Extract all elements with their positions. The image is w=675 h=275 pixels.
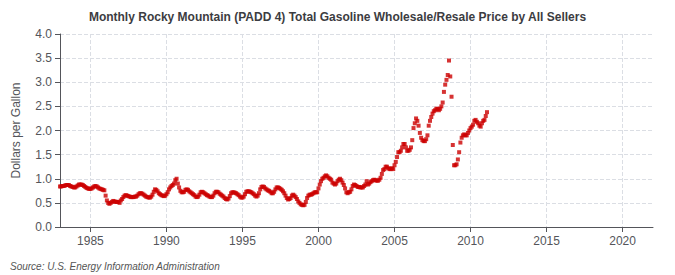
svg-text:2015: 2015 bbox=[533, 234, 560, 248]
svg-text:1990: 1990 bbox=[153, 234, 180, 248]
svg-text:Source: U.S. Energy Informatio: Source: U.S. Energy Information Administ… bbox=[10, 261, 220, 272]
svg-text:4.0: 4.0 bbox=[35, 27, 52, 41]
svg-text:3.0: 3.0 bbox=[35, 75, 52, 89]
svg-text:2000: 2000 bbox=[305, 234, 332, 248]
svg-text:0.0: 0.0 bbox=[35, 220, 52, 234]
svg-text:1985: 1985 bbox=[77, 234, 104, 248]
svg-text:1.0: 1.0 bbox=[35, 172, 52, 186]
svg-text:1.5: 1.5 bbox=[35, 148, 52, 162]
svg-text:2020: 2020 bbox=[609, 234, 636, 248]
svg-text:2005: 2005 bbox=[381, 234, 408, 248]
svg-text:Monthly Rocky Mountain (PADD 4: Monthly Rocky Mountain (PADD 4) Total Ga… bbox=[89, 10, 587, 24]
svg-text:2010: 2010 bbox=[457, 234, 484, 248]
svg-text:3.5: 3.5 bbox=[35, 51, 52, 65]
svg-text:2.0: 2.0 bbox=[35, 124, 52, 138]
svg-text:Dollars per Gallon: Dollars per Gallon bbox=[9, 82, 23, 178]
svg-text:0.5: 0.5 bbox=[35, 196, 52, 210]
svg-text:1995: 1995 bbox=[229, 234, 256, 248]
svg-text:2.5: 2.5 bbox=[35, 99, 52, 113]
